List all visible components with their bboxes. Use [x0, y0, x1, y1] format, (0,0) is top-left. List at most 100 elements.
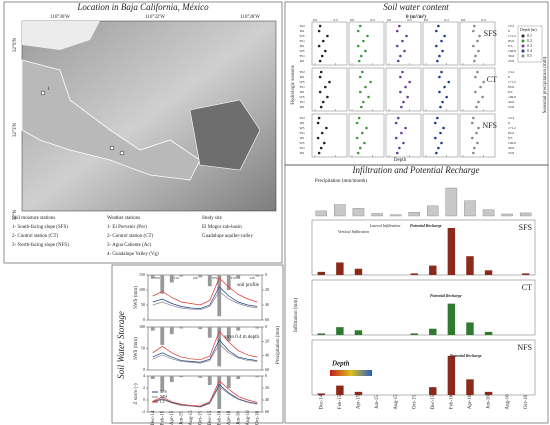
- depth-legend-bar: [330, 370, 372, 376]
- swc-point: [326, 34, 329, 38]
- precip-bar: [371, 213, 383, 217]
- swc-point: [471, 121, 474, 125]
- map-legend-item: 1- South-facing slope (SFS): [12, 225, 68, 230]
- swc-point: [473, 24, 476, 28]
- legend-label: CT: [160, 399, 166, 404]
- x-tick-label: Dec-14: [151, 410, 156, 425]
- season-label: TS1: [299, 85, 305, 89]
- swc-left-label: Hydrologic seasons: [291, 65, 296, 104]
- y2-tick-label: 20: [265, 338, 269, 343]
- season-precip: 85.6: [508, 85, 514, 89]
- swc-point: [318, 24, 322, 28]
- y-tick-label: 0: [143, 317, 145, 322]
- x-tick-label: Apr-16: [227, 410, 232, 425]
- swc-point: [400, 105, 403, 109]
- season-precip: 13.4: [508, 116, 514, 120]
- swc-point: [358, 90, 362, 94]
- swc-point: [473, 59, 476, 63]
- swc-x-tick-label: 0.2: [481, 18, 486, 22]
- swc-point: [319, 70, 323, 74]
- swc-x-tick-label: 0.0: [424, 18, 429, 22]
- swc-x-tick-label: 0.2: [407, 18, 412, 22]
- season-label: DS: [300, 121, 305, 125]
- season-label: DS: [300, 151, 305, 155]
- swc-point: [367, 95, 370, 99]
- precip-bar: [408, 212, 420, 217]
- infiltration-plot: [311, 279, 536, 336]
- latitude-label: 32°3'N: [13, 123, 18, 137]
- season-label: WS: [299, 80, 304, 84]
- swc-point: [365, 126, 368, 130]
- swc-legend-marker: [521, 54, 525, 58]
- swc-point: [402, 141, 405, 145]
- x-tick-label: Oct-16: [255, 411, 260, 425]
- infiltration-bar: [410, 333, 418, 335]
- season-label: TS2: [299, 24, 305, 28]
- precip-bar: [198, 275, 203, 278]
- swc-point: [356, 29, 360, 33]
- swc-point: [325, 126, 328, 130]
- season-label: DS: [300, 29, 305, 33]
- swc-point: [364, 85, 367, 89]
- precip-bar: [236, 275, 241, 279]
- storage-frame: [111, 264, 284, 424]
- precip-bar: [207, 327, 212, 338]
- swc-point: [405, 34, 408, 38]
- season-label: WS: [212, 276, 217, 280]
- precip-bar: [217, 327, 222, 367]
- precip-bar: [207, 376, 212, 385]
- site-label: SFS: [519, 223, 532, 232]
- precip-bar: [160, 327, 165, 345]
- swc-point: [435, 29, 438, 33]
- swc-legend-label: 0.1: [527, 33, 532, 38]
- swc-point: [472, 151, 475, 155]
- season-precip: 8.3: [508, 44, 513, 48]
- swc-point: [398, 24, 401, 28]
- swc-point: [355, 136, 359, 140]
- sws-line: [152, 286, 258, 309]
- longitude-label: 116°32'W: [145, 15, 165, 20]
- swc-point: [475, 105, 478, 109]
- annotation: Potential Recharge: [430, 293, 462, 298]
- infiltration-bar: [447, 355, 456, 395]
- season-precip: 9: [508, 29, 510, 33]
- y2-tick-label: 40: [265, 397, 269, 402]
- y-tick-label: 150: [139, 272, 145, 277]
- swc-point: [403, 49, 406, 53]
- season-precip: 106.8: [508, 141, 516, 145]
- y-tick-label: 0: [143, 367, 145, 372]
- y-tick-label: 4: [143, 373, 145, 378]
- infiltration-bar: [484, 331, 493, 335]
- latitude-label: 32°N: [13, 209, 18, 220]
- swc-point: [474, 75, 477, 79]
- swc-point: [326, 95, 329, 99]
- x-tick-label: Apr-16: [468, 394, 473, 409]
- swc-point: [397, 59, 400, 63]
- swc-point: [319, 105, 323, 109]
- precip-bar: [198, 327, 203, 330]
- swc-cell: [459, 67, 496, 112]
- map-legend-item: 3- Agua Caliente (Ac): [107, 243, 152, 248]
- swc-point: [441, 49, 444, 53]
- season-precip: 85.6: [508, 131, 514, 135]
- swc-point: [318, 90, 322, 94]
- precip-bar: [150, 376, 155, 379]
- swc-x-tick-label: 0.0: [350, 18, 355, 22]
- swc-cell: [422, 113, 459, 158]
- swc-point: [476, 39, 479, 43]
- infiltration-bar: [429, 328, 437, 335]
- season-label: DS: [193, 276, 198, 280]
- swc-point: [399, 75, 402, 79]
- swc-cell: [422, 21, 459, 66]
- swc-cell: [385, 113, 422, 158]
- infiltration-bar: [466, 256, 474, 275]
- swc-legend-marker: [521, 44, 525, 48]
- precip-bar: [198, 376, 203, 378]
- swc-x-tick-label: 0.0: [387, 18, 392, 22]
- season-precip: 13.4: [508, 24, 514, 28]
- swc-point: [477, 49, 480, 53]
- infiltration-bar: [466, 322, 474, 335]
- annotation: Lateral Infiltration: [369, 223, 400, 228]
- swc-point: [435, 151, 438, 155]
- swc-point: [439, 105, 442, 109]
